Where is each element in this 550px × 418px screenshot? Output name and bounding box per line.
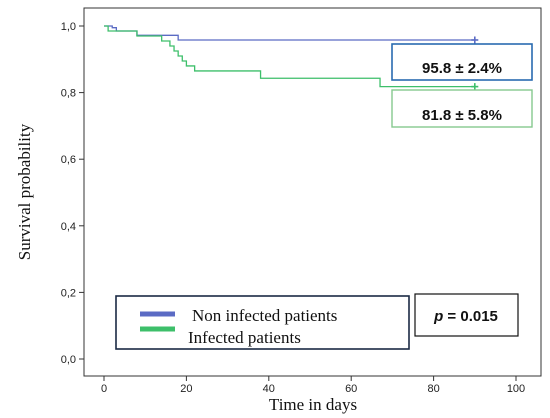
x-tick-label: 20 <box>180 383 192 395</box>
y-tick-label: 0,8 <box>61 88 76 100</box>
axes: 0 20 40 60 80 100 0,0 0,2 0,4 0,6 0,8 1,0 <box>61 21 525 395</box>
x-tick-label: 60 <box>345 383 357 395</box>
p-value-text: p = 0.015 <box>433 308 498 325</box>
legend-label-non-infected: Non infected patients <box>192 306 337 325</box>
legend: Non infected patients Infected patients <box>115 295 410 350</box>
y-tick-label: 0,4 <box>61 221 76 233</box>
p-value-frame <box>414 293 519 337</box>
x-tick-label: 0 <box>101 383 107 395</box>
series-1-label-box <box>391 43 533 81</box>
x-axis-title: Time in days <box>269 395 357 414</box>
x-tick-label: 80 <box>427 383 439 395</box>
p-value-prefix: p <box>433 308 443 325</box>
series-1-survival-label: 95.8 ± 2.4% <box>422 60 502 77</box>
series-2-survival-label: 81.8 ± 5.8% <box>422 107 502 124</box>
y-axis-title: Survival probability <box>15 123 34 260</box>
censor-mark <box>471 83 479 91</box>
y-tick-label: 0,6 <box>61 154 76 166</box>
series-line-2 <box>104 25 475 88</box>
p-value-value: = 0.015 <box>443 308 498 325</box>
p-value-box: p = 0.015 <box>414 293 519 337</box>
y-tick-label: 1,0 <box>61 21 76 33</box>
legend-label-infected: Infected patients <box>188 328 301 347</box>
censor-mark <box>471 36 479 44</box>
y-tick-label: 0,0 <box>61 354 76 366</box>
x-tick-label: 100 <box>507 383 525 395</box>
y-tick-label: 0,2 <box>61 287 76 299</box>
series-2-label-box <box>391 89 533 128</box>
series-layer <box>104 25 479 91</box>
x-tick-label: 40 <box>263 383 275 395</box>
legend-box <box>115 295 410 350</box>
